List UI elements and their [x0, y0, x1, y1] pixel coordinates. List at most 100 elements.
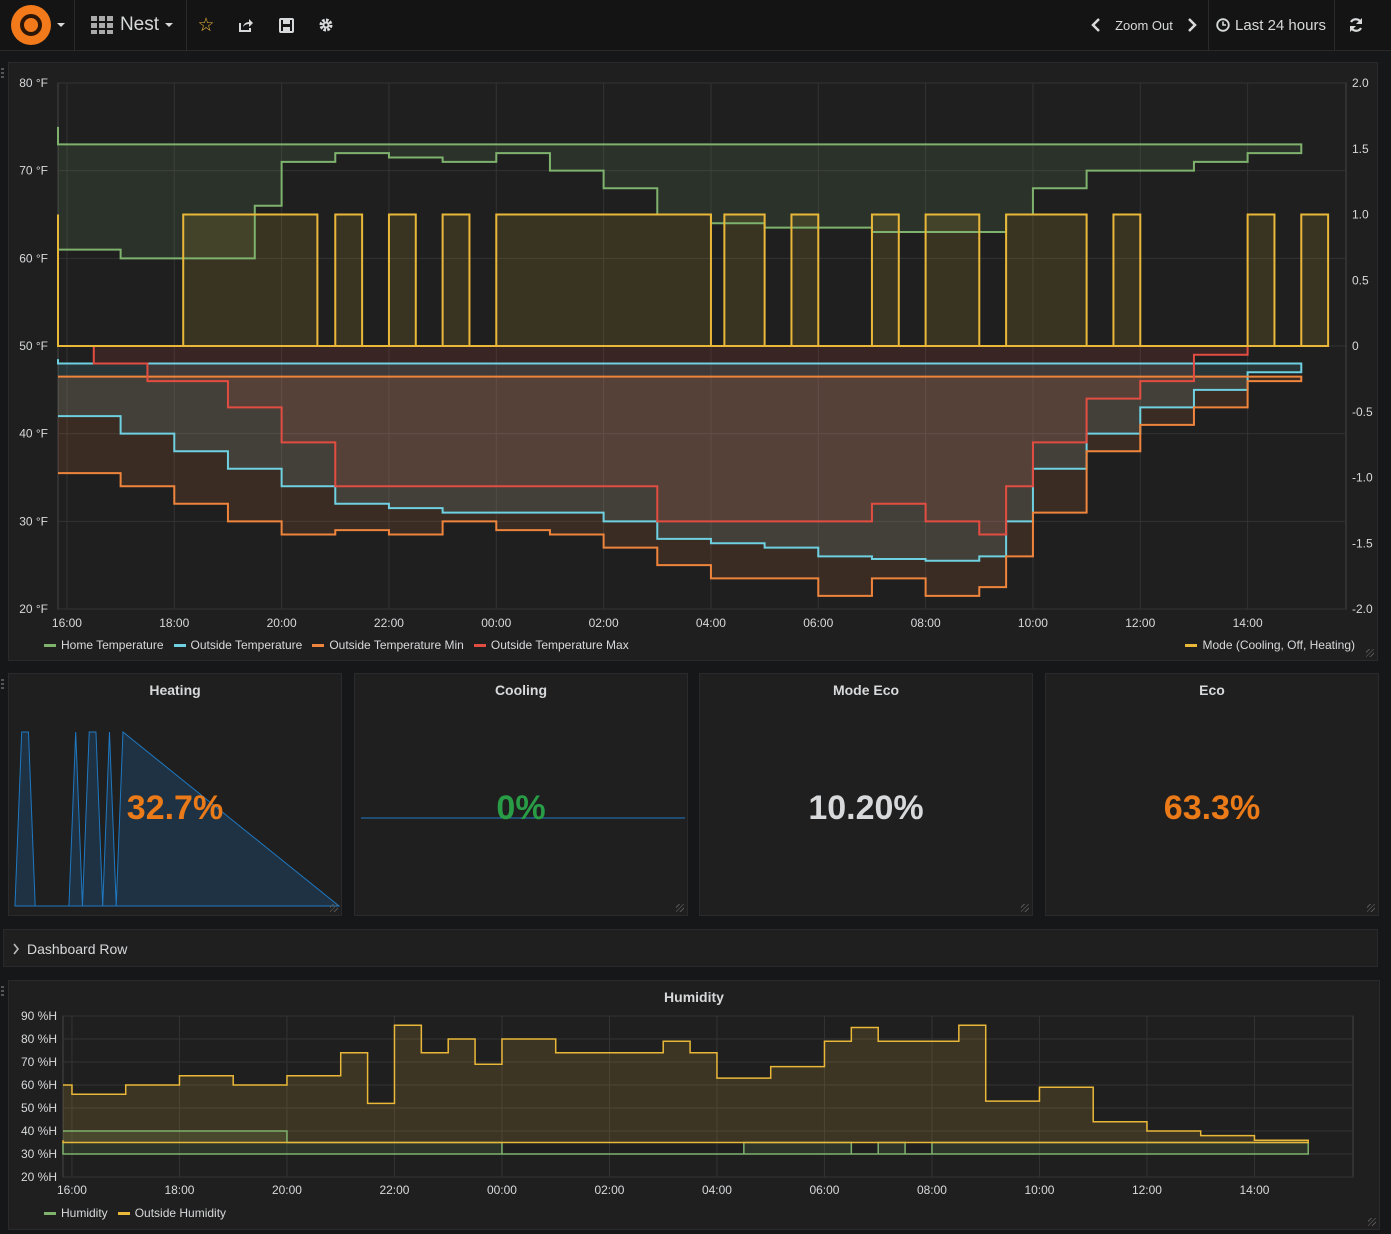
legend-item[interactable]: Outside Temperature — [173, 638, 302, 652]
x-axis-tick-label: 12:00 — [1125, 616, 1155, 630]
x-axis-tick-label: 22:00 — [379, 1183, 409, 1197]
humidity-chart: 90 %H 80 %H 70 %H 60 %H 50 %H 40 %H 30 %H 20 %H… — [21, 1009, 1354, 1197]
x-axis-tick-label: 10:00 — [1018, 616, 1048, 630]
mode-legend-label: Mode (Cooling, Off, Heating) — [1202, 638, 1355, 652]
series-area — [58, 376, 1302, 609]
x-axis-tick-label: 00:00 — [487, 1183, 517, 1197]
row-title: Dashboard Row — [27, 941, 128, 957]
grafana-menu-button[interactable] — [8, 0, 68, 50]
humidity-panel[interactable]: Humidity 90 %H 80 %H 70 %H 60 %H 50 %H 40 %H 3… — [8, 980, 1380, 1230]
x-axis-tick-label: 04:00 — [702, 1183, 732, 1197]
heating-stat-panel[interactable]: Heating 32.7% — [8, 673, 342, 916]
legend-item[interactable]: Home Temperature — [44, 638, 164, 652]
resize-handle[interactable] — [1366, 649, 1374, 657]
x-axis-tick-label: 14:00 — [1233, 616, 1263, 630]
star-button[interactable]: ☆ — [192, 0, 220, 50]
save-button[interactable] — [272, 0, 300, 50]
legend-label: Outside Temperature Max — [490, 638, 629, 652]
legend-swatch — [473, 643, 486, 647]
x-axis-tick-label: 16:00 — [52, 616, 82, 630]
panel-title: Heating — [149, 682, 201, 698]
mode-legend-swatch — [1185, 643, 1198, 647]
settings-button[interactable] — [312, 0, 340, 50]
x-axis-tick-label: 18:00 — [164, 1183, 194, 1197]
x-axis-tick-label: 20:00 — [267, 616, 297, 630]
zoom-out-button[interactable]: Zoom Out — [1115, 17, 1173, 33]
series-line — [58, 375, 1303, 597]
row-drag-handle[interactable] — [1, 68, 4, 80]
x-axis-tick-label: 04:00 — [696, 616, 726, 630]
y2-axis-tick-label: -0.5 — [1352, 405, 1373, 419]
row-drag-handle[interactable] — [1, 986, 4, 998]
y-axis-tick-label: 60 %H — [21, 1078, 57, 1092]
series-line — [57, 359, 1303, 562]
resize-handle[interactable] — [676, 904, 684, 912]
dashboard-row-toggle[interactable]: Dashboard Row — [3, 929, 1378, 967]
stat-value: 32.7% — [126, 789, 224, 827]
y2-axis-tick-label: 1.5 — [1352, 142, 1369, 156]
row-drag-handle[interactable] — [1, 679, 4, 691]
legend-label: Humidity — [61, 1206, 108, 1220]
time-forward-button[interactable] — [1180, 0, 1204, 50]
x-axis-tick-label: 18:00 — [159, 616, 189, 630]
temperature-chart: 80 °F 70 °F 60 °F 50 °F 40 °F 30 °F 20 °F 2.0 1… — [19, 76, 1373, 630]
share-icon — [239, 18, 253, 32]
top-navbar: Nest ☆ Zoom Out Last 24 hours — [0, 0, 1391, 51]
series-line — [57, 213, 1330, 347]
mode-legend[interactable]: Mode (Cooling, Off, Heating) — [1185, 638, 1355, 652]
x-axis-tick-label: 08:00 — [911, 616, 941, 630]
refresh-button[interactable] — [1342, 0, 1370, 50]
series-area — [63, 1025, 1309, 1177]
resize-handle[interactable] — [1367, 904, 1375, 912]
y2-axis-tick-label: 2.0 — [1352, 76, 1369, 90]
series-area — [58, 214, 1329, 346]
dashboard-title: Nest — [119, 14, 160, 35]
time-range-picker[interactable]: Last 24 hours — [1214, 0, 1328, 50]
resize-handle[interactable] — [1021, 904, 1029, 912]
y2-axis-tick-label: -2.0 — [1352, 602, 1373, 616]
gear-icon — [319, 18, 333, 32]
dashboard-picker[interactable]: Nest — [84, 0, 180, 50]
legend-item[interactable]: Outside Humidity — [117, 1206, 227, 1220]
legend-label: Outside Humidity — [134, 1206, 227, 1220]
time-range-label: Last 24 hours — [1235, 16, 1326, 34]
cooling-stat-panel[interactable]: Cooling 0% — [354, 673, 688, 916]
share-button[interactable] — [232, 0, 260, 50]
legend-swatch — [117, 1211, 130, 1215]
y2-axis-tick-label: -1.5 — [1352, 536, 1373, 550]
dashboard-grid-icon — [90, 16, 113, 34]
y2-axis-tick-label: 1.0 — [1352, 208, 1369, 222]
refresh-icon — [1349, 18, 1363, 32]
grafana-logo-icon — [11, 5, 51, 45]
x-axis-tick-label: 06:00 — [803, 616, 833, 630]
panel-title: Cooling — [494, 682, 548, 698]
y-axis-tick-label: 80 °F — [19, 76, 48, 90]
temperature-panel[interactable]: 80 °F 70 °F 60 °F 50 °F 40 °F 30 °F 20 °F 2.0 1… — [8, 62, 1378, 661]
y-axis-tick-label: 40 %H — [21, 1124, 57, 1138]
sparkline-path — [14, 730, 341, 907]
resize-handle[interactable] — [1368, 1218, 1376, 1226]
series-area — [58, 346, 1302, 609]
heating-sparkline — [14, 730, 341, 907]
x-axis-tick-label: 02:00 — [594, 1183, 624, 1197]
y-axis-tick-label: 90 %H — [21, 1009, 57, 1023]
panel-title: Eco — [1199, 682, 1225, 698]
x-axis-tick-label: 02:00 — [589, 616, 619, 630]
series-line — [58, 345, 1302, 536]
time-back-button[interactable] — [1084, 0, 1108, 50]
chevron-right-icon — [13, 943, 20, 955]
legend-item[interactable]: Outside Temperature Max — [473, 638, 629, 652]
resize-handle[interactable] — [330, 904, 338, 912]
legend-swatch — [44, 643, 56, 647]
legend-item[interactable]: Humidity — [44, 1206, 108, 1220]
x-axis-tick-label: 12:00 — [1132, 1183, 1162, 1197]
y-axis-tick-label: 20 %H — [21, 1170, 57, 1184]
x-axis-tick-label: 20:00 — [272, 1183, 302, 1197]
eco-stat-panel[interactable]: Eco 63.3% — [1045, 673, 1379, 916]
legend-label: Home Temperature — [61, 638, 164, 652]
mode-eco-stat-panel[interactable]: Mode Eco 10.20% — [699, 673, 1033, 916]
y-axis-tick-label: 60 °F — [19, 251, 48, 265]
y-axis-tick-label: 20 °F — [19, 602, 48, 616]
legend-item[interactable]: Outside Temperature Min — [312, 638, 464, 652]
x-axis-tick-label: 16:00 — [57, 1183, 87, 1197]
